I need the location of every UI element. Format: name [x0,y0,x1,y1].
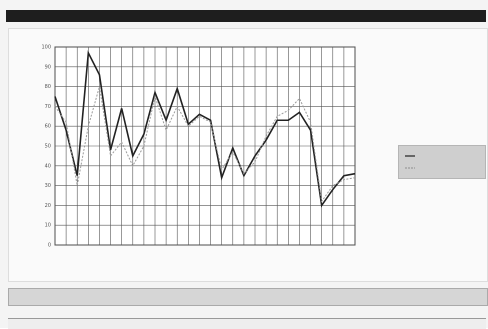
y-tick-label: 70 [45,104,51,110]
title-bar [6,10,486,22]
y-tick-label: 10 [45,223,51,229]
legend-swatches [405,155,415,169]
y-tick-label: 20 [45,203,51,209]
y-tick-label: 90 [45,64,51,70]
y-tick-label: 50 [45,144,51,150]
y-tick-label: 100 [41,45,51,51]
y-tick-label: 0 [48,243,51,249]
y-tick-label: 60 [45,124,51,130]
series-line [54,86,356,203]
tab-strip[interactable] [8,318,486,329]
y-tick-label: 30 [45,183,51,189]
y-tick-label: 80 [45,84,51,90]
legend [398,145,486,179]
series-line [54,50,356,208]
y-tick-label: 40 [45,163,51,169]
